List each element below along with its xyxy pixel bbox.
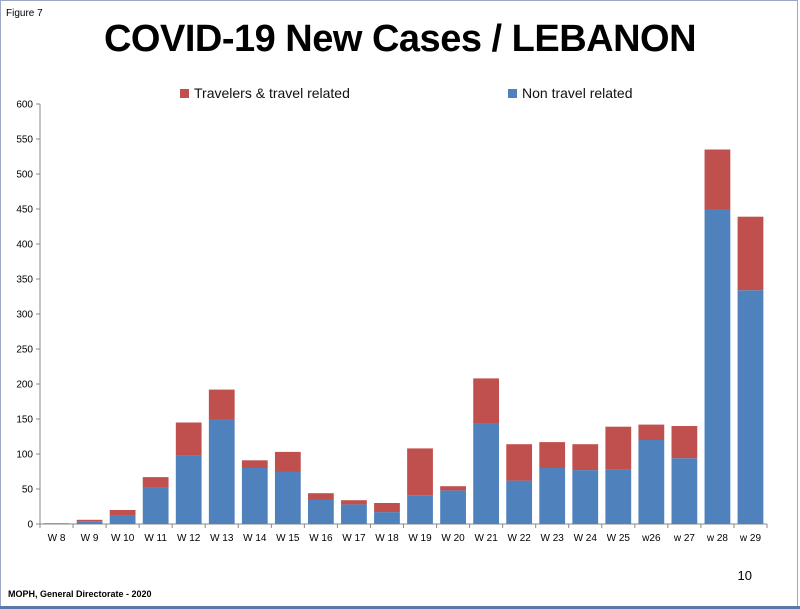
bar-non-travel-related (440, 490, 466, 524)
bar-travel-related (572, 444, 599, 471)
stacked-bar-chart: 0 50 100 150 200 250 300 350 400 450 500 550 600 W 8 W… (16, 100, 768, 544)
bar-non-travel-related (737, 290, 764, 524)
bar-travel-related (638, 424, 665, 440)
bar-non-travel-related (374, 512, 400, 524)
x-tick-label: W 14 (243, 533, 267, 544)
x-tick-label: W 16 (309, 533, 333, 544)
y-tick-label: 150 (16, 415, 33, 426)
bar-non-travel-related (671, 458, 698, 524)
x-tick-label: w 28 (706, 533, 729, 544)
bar-non-travel-related (307, 499, 334, 524)
y-tick-label: 300 (16, 310, 33, 321)
x-tick-label: W 17 (342, 533, 366, 544)
y-tick-label: 0 (27, 520, 33, 531)
x-tick-label: w 29 (739, 533, 762, 544)
bar-travel-related (43, 523, 70, 524)
legend-swatch-non-travel-related (508, 88, 517, 98)
bar-travel-related (473, 378, 500, 424)
bar-non-travel-related (175, 455, 202, 524)
bar-travel-related (374, 503, 400, 513)
bar-travel-related (704, 149, 731, 209)
bar-travel-related (142, 477, 169, 488)
page-number: 10 (737, 568, 752, 583)
x-tick-label: W 8 (48, 533, 66, 544)
x-tick-label: W 10 (111, 533, 135, 544)
bar-travel-related (208, 389, 235, 419)
footer-text: MOPH, General Directorate - 2020 (8, 589, 152, 599)
x-tick-label: W 11 (144, 533, 167, 544)
x-tick-label: W 23 (541, 533, 565, 544)
y-tick-label: 50 (22, 485, 34, 496)
bar-non-travel-related (109, 515, 136, 524)
bar-non-travel-related (208, 419, 235, 524)
x-tick-label: w 27 (673, 533, 696, 544)
y-tick-label: 100 (16, 450, 33, 461)
bar-non-travel-related (341, 504, 367, 524)
y-tick-label: 600 (16, 100, 33, 111)
legend-swatch-travel-related (180, 88, 189, 98)
x-tick-label: W 19 (408, 533, 432, 544)
bar-non-travel-related (605, 469, 632, 524)
figure-label: Figure 7 (6, 8, 43, 19)
bar-travel-related (307, 493, 334, 500)
bar-travel-related (76, 519, 103, 522)
bar-travel-related (175, 422, 202, 456)
bar-travel-related (274, 451, 301, 472)
x-tick-label: W 20 (441, 533, 465, 544)
y-tick-label: 550 (16, 135, 33, 146)
bar-non-travel-related (241, 468, 268, 524)
bar-travel-related (109, 510, 136, 516)
bar-travel-related (605, 426, 632, 470)
bar-non-travel-related (539, 468, 566, 524)
x-tick-label: W 24 (574, 533, 598, 544)
y-tick-label: 400 (16, 240, 33, 251)
bar-travel-related (737, 216, 764, 291)
bar-non-travel-related (142, 487, 169, 524)
bar-travel-related (671, 426, 698, 459)
y-tick-label: 500 (16, 170, 33, 181)
x-tick-label: w26 (641, 533, 661, 544)
x-tick-label: W 13 (210, 533, 234, 544)
bar-travel-related (341, 500, 367, 505)
bar-non-travel-related (506, 480, 533, 524)
x-tick-label: W 25 (607, 533, 631, 544)
bar-travel-related (506, 444, 533, 481)
bar-non-travel-related (407, 495, 433, 524)
y-tick-label: 250 (16, 345, 33, 356)
y-tick-label: 200 (16, 380, 33, 391)
bar-travel-related (539, 442, 566, 468)
legend-non-travel-related: Non travel related (508, 85, 633, 101)
bar-non-travel-related (572, 470, 599, 524)
x-tick-label: W 21 (474, 533, 498, 544)
bar-travel-related (241, 460, 268, 468)
bar-non-travel-related (274, 471, 301, 524)
legend-travel-related: Travelers & travel related (180, 85, 350, 101)
legend-label-non-travel-related: Non travel related (522, 85, 633, 101)
bottom-accent-bar (0, 606, 800, 609)
bar-non-travel-related (704, 209, 731, 524)
x-tick-label: W 18 (375, 533, 399, 544)
bar-non-travel-related (638, 440, 665, 524)
chart-title: COVID-19 New Cases / LEBANON (103, 18, 697, 60)
x-tick-label: W 15 (276, 533, 300, 544)
x-tick-label: W 9 (81, 533, 99, 544)
bar-travel-related (440, 486, 466, 491)
y-tick-label: 350 (16, 275, 33, 286)
x-tick-label: W 12 (177, 533, 201, 544)
y-tick-label: 450 (16, 205, 33, 216)
bar-travel-related (407, 448, 433, 496)
bar-non-travel-related (76, 521, 103, 524)
legend-label-travel-related: Travelers & travel related (194, 85, 350, 101)
x-tick-label: W 22 (507, 533, 531, 544)
bar-non-travel-related (473, 423, 500, 524)
